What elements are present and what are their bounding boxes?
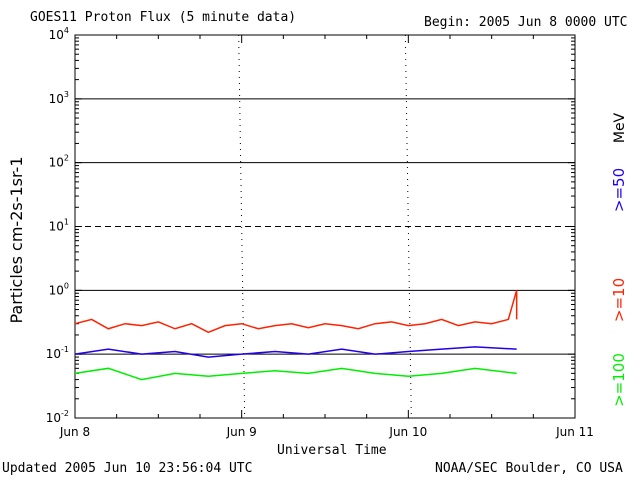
y-tick-label: 103: [49, 90, 69, 106]
y-tick-label: 104: [49, 26, 69, 42]
series-line: [74, 290, 518, 334]
series-line: [74, 346, 517, 358]
x-tick-label: Jun 9: [226, 425, 257, 439]
legend-label: >=10: [610, 278, 628, 322]
units-label: MeV: [612, 112, 628, 143]
x-axis-label: Universal Time: [277, 443, 387, 458]
x-tick-label: Jun 8: [59, 425, 90, 439]
x-tick-label: Jun 11: [555, 425, 594, 439]
chart-title: GOES11 Proton Flux (5 minute data): [30, 10, 297, 25]
y-tick-label: 10-1: [46, 345, 69, 361]
begin-time: Begin: 2005 Jun 8 0000 UTC: [424, 15, 628, 30]
x-tick-label: Jun 10: [388, 425, 427, 439]
series-line: [74, 367, 517, 381]
y-tick-label: 101: [49, 218, 69, 234]
y-tick-label: 10-2: [46, 409, 69, 425]
legend-label: >=50: [610, 168, 628, 212]
legend-label: >=100: [610, 353, 628, 407]
credit-line: NOAA/SEC Boulder, CO USA: [435, 461, 623, 476]
y-axis-label: Particles cm-2s-1sr-1: [7, 156, 26, 323]
y-tick-label: 102: [49, 154, 69, 170]
updated-timestamp: Updated 2005 Jun 10 23:56:04 UTC: [2, 461, 253, 476]
y-tick-label: 100: [49, 281, 69, 297]
